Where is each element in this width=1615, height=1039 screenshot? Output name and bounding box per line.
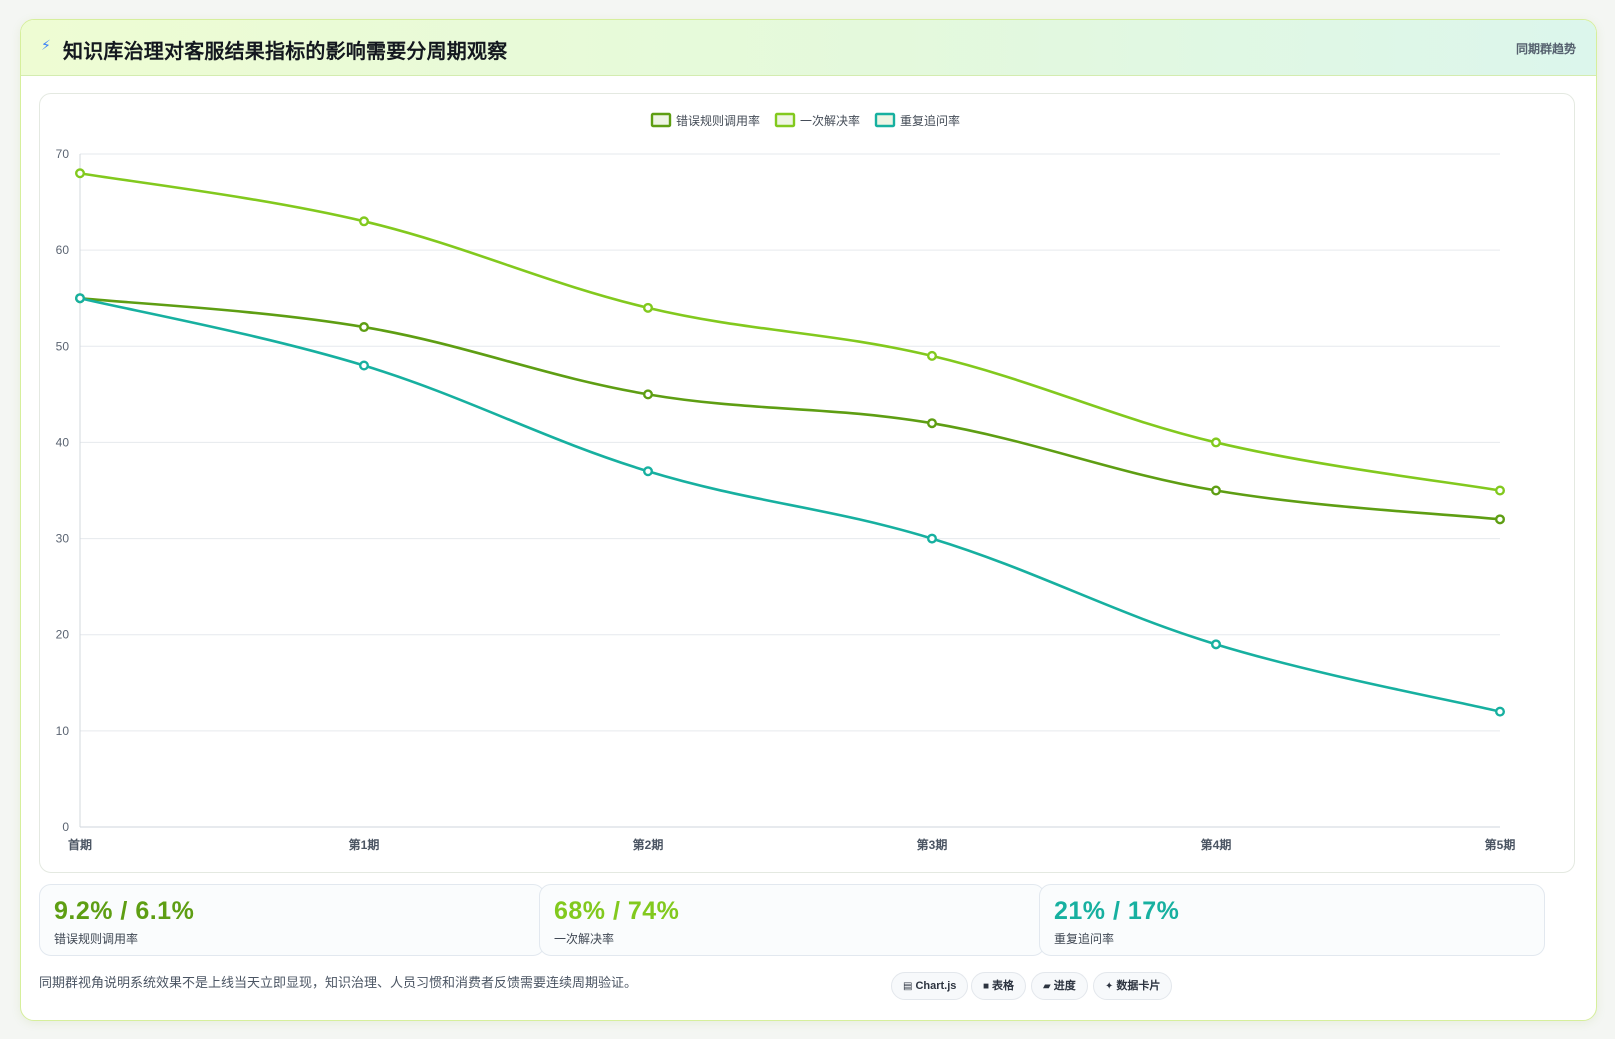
x-tick-label: 第2期	[633, 837, 664, 852]
data-point	[927, 533, 938, 544]
series-line	[79, 296, 1501, 713]
legend-label: 错误规则调用率	[676, 113, 760, 128]
chart-panel: 0 10 20 30 40 50 60 70 首期 第1期 第2期 第3期 第4期 第5期 错误规则调用率 一…	[39, 93, 1575, 873]
lightning-icon: ⚡	[41, 37, 51, 53]
metric-label: 重复追问率	[1054, 932, 1115, 946]
data-point	[643, 389, 654, 400]
data-point	[1494, 706, 1505, 717]
progress-icon: ▰	[1043, 981, 1051, 992]
metric-cards: 9.2% / 6.1% 错误规则调用率 68% / 74% 一次解决率 21% …	[39, 884, 1575, 956]
badge-label: 表格	[992, 980, 1015, 992]
series-line	[79, 296, 1501, 521]
y-tick-label: 70	[56, 147, 70, 161]
sparkle-icon: ✦	[1105, 981, 1114, 992]
x-tick-label: 首期	[68, 837, 92, 852]
badge-label: Chart.js	[915, 980, 957, 992]
data-point	[359, 360, 370, 371]
data-point	[643, 466, 654, 477]
data-point	[927, 418, 938, 429]
data-point	[1210, 639, 1221, 650]
badge-chartjs[interactable]: ▤ Chart.js	[891, 972, 969, 1000]
badge-label: 进度	[1053, 980, 1076, 992]
card-title: 知识库治理对客服结果指标的影响需要分周期观察	[63, 41, 508, 63]
series-line	[79, 171, 1501, 492]
footer-note: 同期群视角说明系统效果不是上线当天立即显现，知识治理、人员习惯和消费者反馈需要连…	[39, 975, 638, 990]
metric-value: 21% / 17%	[1054, 897, 1180, 925]
data-point	[927, 350, 938, 361]
legend-swatch	[650, 112, 672, 128]
metric-value: 68% / 74%	[554, 897, 680, 925]
y-tick-label: 10	[56, 724, 70, 738]
card-tag: 同期群趋势	[1515, 42, 1576, 56]
data-point	[643, 302, 654, 313]
card-header: ⚡ 知识库治理对客服结果指标的影响需要分周期观察 同期群趋势	[21, 20, 1596, 76]
x-tick-label: 第5期	[1485, 837, 1516, 852]
line-chart: 0 10 20 30 40 50 60 70 首期 第1期 第2期 第3期 第4期 第5期 错误规则调用率 一…	[56, 112, 1516, 852]
table-icon: ■	[983, 981, 990, 992]
badge-progress[interactable]: ▰ 进度	[1031, 972, 1088, 1000]
y-tick-label: 0	[62, 820, 69, 834]
metric-card-error-rule: 9.2% / 6.1% 错误规则调用率	[39, 884, 545, 956]
x-tick-label: 第1期	[349, 837, 380, 852]
data-point	[1210, 485, 1221, 496]
chart-icon: ▤	[903, 981, 913, 992]
y-tick-label: 40	[56, 435, 70, 449]
data-point	[75, 168, 86, 179]
data-point	[1210, 437, 1221, 448]
metric-label: 错误规则调用率	[54, 932, 139, 946]
metric-label: 一次解决率	[554, 932, 615, 946]
y-tick-label: 50	[56, 339, 70, 353]
legend-label: 一次解决率	[800, 113, 860, 128]
data-point	[1494, 485, 1505, 496]
x-tick-label: 第4期	[1201, 837, 1232, 852]
y-tick-label: 20	[56, 628, 70, 642]
y-tick-label: 30	[56, 532, 70, 546]
data-point	[1494, 514, 1505, 525]
x-tick-label: 第3期	[917, 837, 948, 852]
legend-swatch	[874, 112, 896, 128]
badge-data-card[interactable]: ✦ 数据卡片	[1093, 972, 1173, 1000]
metric-value: 9.2% / 6.1%	[54, 897, 195, 925]
legend-label: 重复追问率	[900, 113, 960, 128]
badge-label: 数据卡片	[1116, 980, 1161, 992]
legend-swatch	[774, 112, 796, 128]
data-point	[359, 216, 370, 227]
dashboard-card: ⚡ 知识库治理对客服结果指标的影响需要分周期观察 同期群趋势 0 10 20 30 40…	[20, 19, 1597, 1021]
badge-table[interactable]: ■ 表格	[971, 972, 1027, 1000]
data-point	[359, 322, 370, 333]
metric-card-repeat-query: 21% / 17% 重复追问率	[1039, 884, 1545, 956]
data-point	[75, 293, 86, 304]
metric-card-first-resolution: 68% / 74% 一次解决率	[539, 884, 1045, 956]
y-tick-label: 60	[56, 243, 70, 257]
